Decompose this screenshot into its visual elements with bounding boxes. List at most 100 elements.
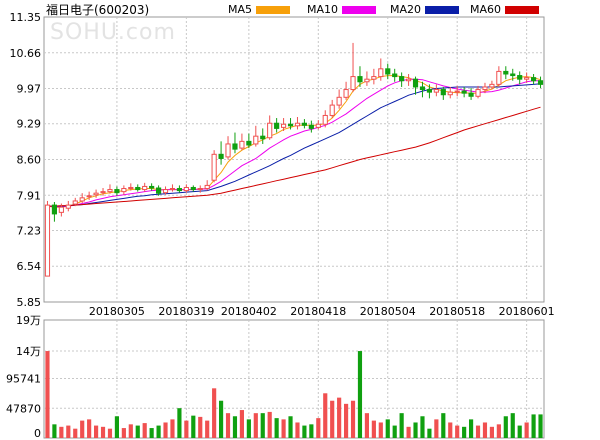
volume-bar <box>413 422 418 438</box>
price-y-tick-label: 6.54 <box>17 260 42 273</box>
candle-body <box>517 75 523 80</box>
volume-bar <box>135 425 140 438</box>
price-x-tick-label: 20180418 <box>290 305 346 318</box>
legend-ma5-label: MA5 <box>228 3 253 16</box>
legend-ma20: MA20 <box>390 3 460 16</box>
candle-body <box>419 86 426 91</box>
moving-average-lines <box>47 75 541 208</box>
candle-body <box>197 188 203 191</box>
candle <box>468 87 474 100</box>
candle-body <box>385 68 391 75</box>
candle <box>183 184 189 193</box>
candle-body <box>510 73 516 77</box>
candle <box>246 133 252 149</box>
candle <box>100 188 106 196</box>
candle <box>51 201 57 222</box>
volume-y-tick-label: 14万 <box>16 345 41 358</box>
candle <box>128 183 134 191</box>
volume-bar <box>73 428 78 438</box>
candle <box>371 68 377 85</box>
candle-body <box>72 200 78 205</box>
legend-ma60-swatch <box>505 6 540 14</box>
candle <box>58 203 64 217</box>
legend-ma20-label: MA20 <box>390 3 422 16</box>
volume-y-tick-label: 95741 <box>6 373 41 386</box>
volume-bar <box>371 420 376 438</box>
candle <box>315 120 321 130</box>
candle <box>142 182 148 192</box>
candle <box>440 86 446 100</box>
volume-bar <box>80 420 85 438</box>
volume-bar <box>469 419 474 438</box>
candle <box>72 197 78 207</box>
candle-body <box>169 188 176 191</box>
volume-bar <box>107 428 113 438</box>
candle-body <box>65 204 71 209</box>
candle <box>461 86 467 98</box>
candle <box>211 150 217 183</box>
candle-body <box>482 86 488 91</box>
candle <box>343 81 349 100</box>
candle <box>190 185 196 192</box>
price-grid <box>44 17 544 302</box>
candle-body <box>267 122 273 139</box>
volume-bar <box>219 400 224 438</box>
volume-bar <box>517 425 522 438</box>
volume-y-tick-label: 19万 <box>16 314 41 327</box>
candle <box>239 133 245 151</box>
candle <box>517 71 523 85</box>
ma5-line <box>47 75 541 208</box>
volume-bar <box>128 424 133 438</box>
candle-body <box>128 186 134 190</box>
candle <box>232 132 238 154</box>
candle-body <box>204 184 210 190</box>
volume-bar <box>253 413 258 438</box>
volume-bar <box>267 411 272 438</box>
volume-bar <box>142 423 147 438</box>
candle-body <box>86 195 92 198</box>
candle-body <box>308 124 314 129</box>
candle-body <box>322 114 328 125</box>
volume-bar <box>399 413 404 438</box>
candle-body <box>114 189 120 194</box>
candle <box>44 200 51 277</box>
volume-bar <box>302 425 307 438</box>
candle <box>399 72 405 87</box>
price-y-tick-label: 9.29 <box>17 118 42 131</box>
candle-body <box>350 76 356 91</box>
candle-body <box>503 70 509 75</box>
candle <box>426 84 433 99</box>
candle <box>267 115 273 140</box>
volume-bar <box>198 416 203 438</box>
candle <box>218 141 224 165</box>
price-y-tick-label: 7.23 <box>17 224 42 237</box>
volume-bar <box>274 418 279 438</box>
candle-body <box>253 135 259 145</box>
candle-body <box>378 68 384 78</box>
candle <box>79 193 85 204</box>
candle-body <box>162 189 169 194</box>
volume-bar <box>59 426 64 438</box>
volume-grid <box>44 320 544 438</box>
candle-body <box>183 186 189 192</box>
volume-bar <box>170 419 175 438</box>
candle-body <box>489 83 495 88</box>
candle-body <box>371 76 377 80</box>
volume-bar <box>337 397 342 438</box>
candle-body <box>336 96 342 106</box>
candle <box>281 118 287 131</box>
volume-bar <box>309 424 314 438</box>
volume-bar <box>121 428 126 438</box>
candle-body <box>135 186 141 191</box>
candle-body <box>412 78 419 88</box>
price-y-tick-label: 7.91 <box>17 189 42 202</box>
volume-bar <box>281 419 286 438</box>
candle <box>336 89 342 109</box>
candle <box>301 119 308 129</box>
candle <box>93 189 99 198</box>
candle-body <box>461 90 467 94</box>
legend-ma5-swatch <box>256 6 291 14</box>
candle <box>197 185 203 193</box>
volume-bar <box>455 425 460 438</box>
candle-body <box>232 143 238 150</box>
